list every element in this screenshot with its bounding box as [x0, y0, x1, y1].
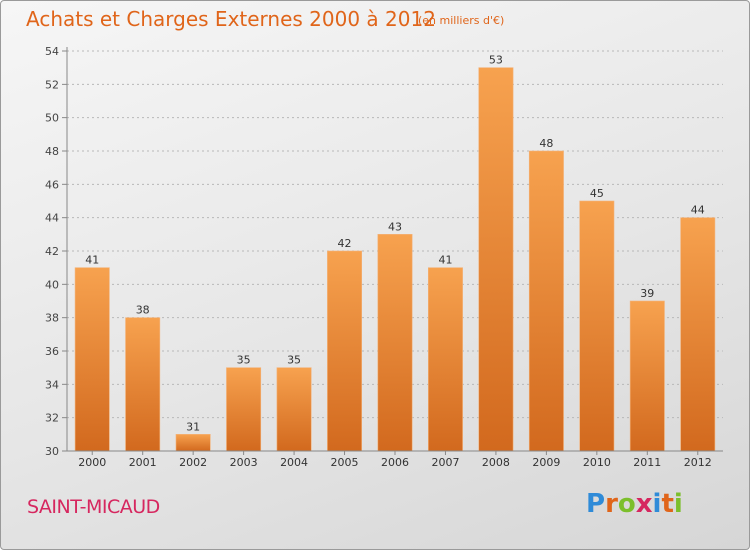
x-tick-label: 2004 [280, 456, 308, 469]
x-tick-label: 2009 [532, 456, 560, 469]
y-tick-label: 52 [45, 78, 59, 91]
data-label: 42 [338, 237, 352, 250]
y-tick-label: 40 [45, 278, 59, 291]
x-tick-label: 2008 [482, 456, 510, 469]
bar-2008 [478, 67, 514, 452]
x-tick-label: 2003 [230, 456, 258, 469]
brand-letter: t [661, 489, 674, 519]
bar-2012 [680, 217, 716, 452]
bar-2005 [327, 250, 362, 452]
data-label: 41 [438, 254, 452, 267]
bar-2004 [276, 367, 312, 452]
brand-logo: Proxiti [586, 489, 683, 519]
y-tick-label: 30 [45, 445, 59, 458]
y-tick-label: 32 [45, 412, 59, 425]
chart-title: Achats et Charges Externes 2000 à 2012 [26, 7, 436, 31]
data-label: 35 [237, 354, 251, 367]
data-label: 35 [287, 354, 301, 367]
y-tick-label: 48 [45, 145, 59, 158]
data-label: 53 [489, 54, 503, 67]
bar-2011 [629, 300, 665, 452]
brand-letter: P [586, 489, 606, 519]
x-tick-label: 2007 [431, 456, 459, 469]
x-tick-label: 2011 [633, 456, 661, 469]
x-tick-label: 2000 [78, 456, 106, 469]
y-tick-label: 46 [45, 178, 59, 191]
y-tick-label: 36 [45, 345, 59, 358]
bar-2002 [175, 434, 211, 452]
brand-letter: i [673, 489, 683, 519]
y-tick-label: 42 [45, 245, 59, 258]
y-tick-label: 54 [45, 45, 59, 58]
bar-2010 [579, 200, 615, 452]
brand-letter: r [605, 489, 618, 519]
x-tick-label: 2005 [331, 456, 359, 469]
data-label: 39 [640, 287, 654, 300]
brand-letter: x [635, 489, 653, 519]
data-label: 31 [186, 420, 200, 433]
chart-subtitle: (en milliers d'€) [418, 14, 505, 27]
x-tick-label: 2002 [179, 456, 207, 469]
x-tick-label: 2010 [583, 456, 611, 469]
y-tick-label: 34 [45, 378, 59, 391]
brand-letter: o [617, 489, 636, 519]
y-tick-label: 50 [45, 112, 59, 125]
bar-2006 [377, 234, 413, 452]
data-label: 44 [691, 204, 705, 217]
data-label: 38 [136, 304, 150, 317]
bar-2000 [74, 267, 110, 452]
bar-2001 [125, 317, 161, 452]
bar-2003 [226, 367, 262, 452]
x-tick-label: 2012 [684, 456, 712, 469]
commune-name: SAINT-MICAUD [27, 496, 160, 518]
brand-letter: i [652, 489, 662, 519]
data-label: 45 [590, 187, 604, 200]
x-tick-label: 2001 [129, 456, 157, 469]
y-tick-label: 38 [45, 312, 59, 325]
data-label: 48 [539, 137, 553, 150]
data-label: 43 [388, 220, 402, 233]
y-tick-label: 44 [45, 212, 59, 225]
bar-2009 [528, 150, 564, 452]
x-tick-label: 2006 [381, 456, 409, 469]
data-label: 41 [85, 254, 99, 267]
bar-2007 [428, 267, 463, 452]
